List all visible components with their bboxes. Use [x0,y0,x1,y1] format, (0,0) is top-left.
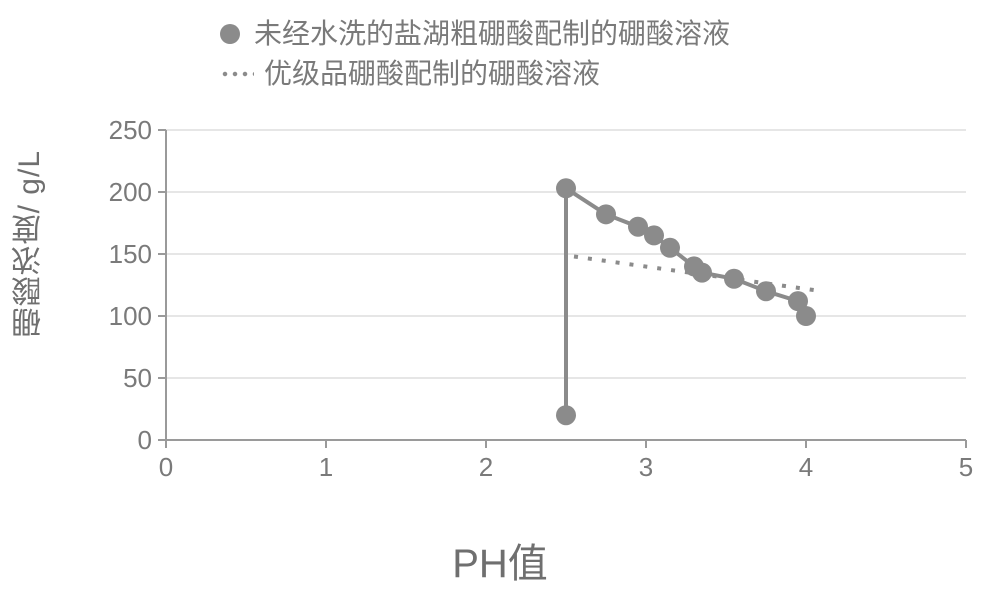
y-tick-label: 150 [109,239,152,269]
x-tick-label: 0 [159,452,173,482]
data-point-marker [596,204,616,224]
data-point-marker [796,306,816,326]
legend-item-series1: 未经水洗的盐湖粗硼酸配制的硼酸溶液 [220,14,730,54]
axes [158,130,966,448]
legend-label: 优级品硼酸配制的硼酸溶液 [264,55,600,93]
data-point-marker [556,405,576,425]
x-tick-label: 1 [319,452,333,482]
data-point-marker [692,263,712,283]
y-tick-label: 50 [123,363,152,393]
legend-item-series2: 优级品硼酸配制的硼酸溶液 [220,54,730,94]
x-tick-label: 3 [639,452,653,482]
chart-figure: 未经水洗的盐湖粗硼酸配制的硼酸溶液 优级品硼酸配制的硼酸溶液 硼酸浓度/ g/L… [0,0,1000,593]
y-axis-label: 硼酸浓度/ g/L [8,150,52,337]
chart-svg: 012345050100150200250 [96,110,976,490]
x-tick-label: 5 [959,452,973,482]
legend: 未经水洗的盐湖粗硼酸配制的硼酸溶液 优级品硼酸配制的硼酸溶液 [220,14,730,94]
data-point-marker [756,281,776,301]
x-axis-label: PH值 [0,531,1000,589]
plot-area: 012345050100150200250 [96,110,976,490]
data-series [556,178,822,425]
y-tick-label: 250 [109,115,152,145]
dotted-line-icon [220,70,254,78]
y-tick-label: 0 [138,425,152,455]
data-point-marker [556,178,576,198]
x-tick-label: 4 [799,452,813,482]
data-point-marker [644,225,664,245]
tick-labels: 012345050100150200250 [109,115,974,482]
data-point-marker [660,238,680,258]
y-tick-label: 100 [109,301,152,331]
x-tick-label: 2 [479,452,493,482]
data-point-marker [724,269,744,289]
y-tick-label: 200 [109,177,152,207]
legend-label: 未经水洗的盐湖粗硼酸配制的硼酸溶液 [254,15,730,53]
circle-marker-icon [220,24,240,44]
